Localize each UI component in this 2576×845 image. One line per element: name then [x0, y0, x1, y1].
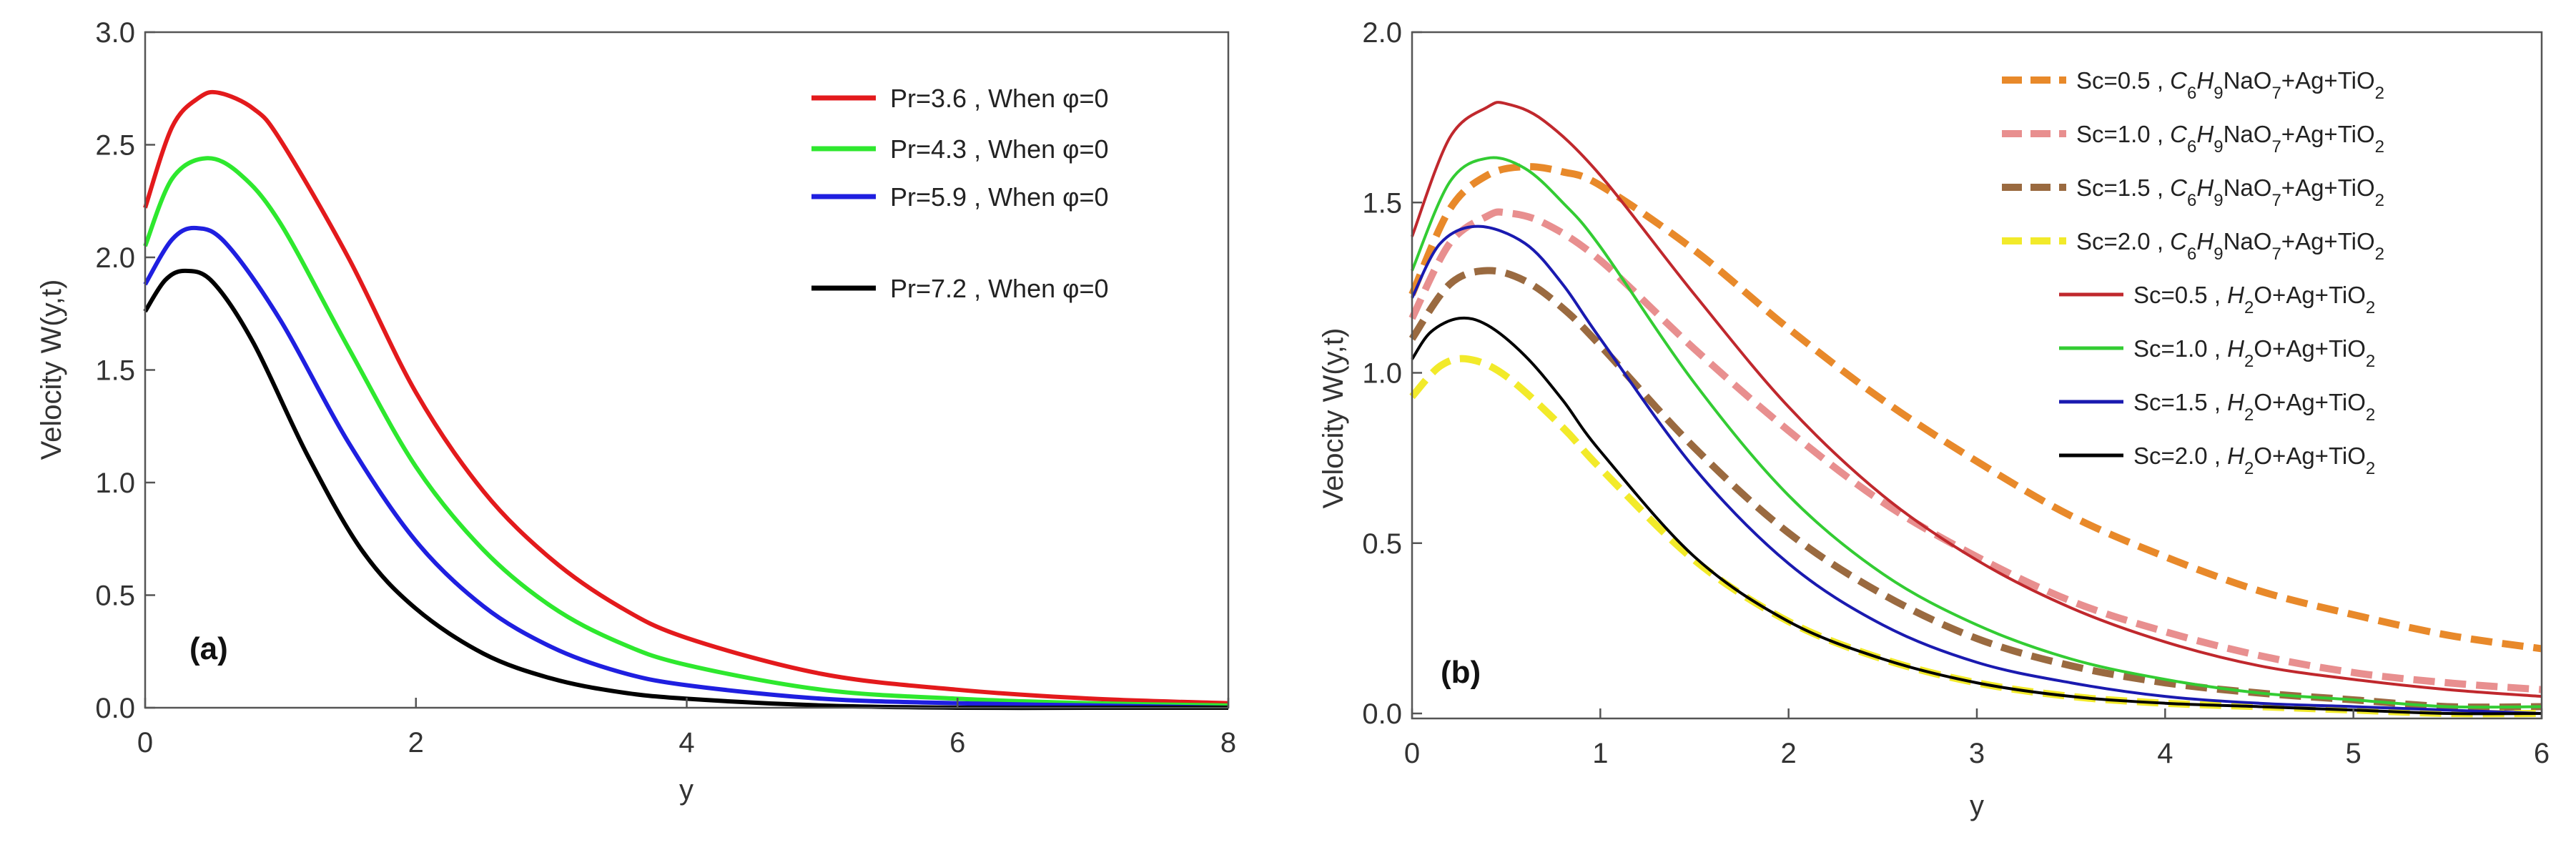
series-line-b-1: [1408, 163, 2542, 653]
y-axis-title-b: Velocity W(y,t): [1318, 328, 1349, 509]
chart-panel-a: 0 2 4 6 8 0.0 0.5 1.0 1.5 2.0 2.5 3.0 y Velocity W(…: [36, 17, 1236, 806]
y-tick-label-b-2: 1.0: [1362, 358, 1402, 390]
y-tick-label-a-0: 0.0: [95, 693, 135, 724]
legend-label-b-1: Sc=0.5 , C6H9NaO7+Ag+TiO2: [2076, 67, 2384, 103]
series-line-b-6: [1411, 156, 2542, 709]
legend-entry-a-3: Pr=5.9 , When φ=0: [811, 182, 1109, 212]
x-tick-label-a-1: 2: [408, 727, 424, 758]
legend-label-b-8: Sc=2.0 , H2O+Ag+TiO2: [2133, 443, 2375, 478]
legend-entry-b-7: Sc=1.5 , H2O+Ag+TiO2: [2059, 389, 2375, 425]
x-tick-label-b-0: 0: [1404, 738, 1420, 769]
series-line-b-8: [1411, 316, 2542, 716]
x-tick-label-b-5: 5: [2346, 738, 2362, 769]
axis-ticks-b: 0 1 2 3 4 5 6 0.0 0.5 1.0 1.5 2.0: [1362, 17, 2550, 769]
legend-label-b-4: Sc=2.0 , C6H9NaO7+Ag+TiO2: [2076, 228, 2384, 264]
legend-b: Sc=0.5 , C6H9NaO7+Ag+TiO2 Sc=1.0 , C6H9Na…: [2002, 67, 2384, 478]
x-tick-label-b-6: 6: [2534, 738, 2550, 769]
legend-a: Pr=3.6 , When φ=0 Pr=4.3 , When φ=0 Pr=5…: [811, 84, 1109, 303]
y-tick-label-a-4: 2.0: [95, 242, 135, 274]
x-tick-label-a-3: 6: [949, 727, 965, 758]
series-line-b-7: [1411, 224, 2542, 715]
x-tick-label-a-0: 0: [137, 727, 153, 758]
x-axis-title-b: y: [1970, 790, 1984, 821]
x-tick-label-a-2: 4: [678, 727, 694, 758]
legend-label-b-3: Sc=1.5 , C6H9NaO7+Ag+TiO2: [2076, 174, 2384, 210]
legend-entry-b-2: Sc=1.0 , C6H9NaO7+Ag+TiO2: [2002, 121, 2384, 157]
legend-label-a-4: Pr=7.2 , When φ=0: [890, 274, 1109, 303]
series-line-a-1: [143, 89, 1229, 706]
legend-entry-b-3: Sc=1.5 , C6H9NaO7+Ag+TiO2: [2002, 174, 2384, 210]
panel-label-b: (b): [1441, 655, 1481, 690]
y-tick-label-b-1: 0.5: [1362, 528, 1402, 560]
legend-entry-a-2: Pr=4.3 , When φ=0: [811, 134, 1109, 164]
x-tick-label-b-2: 2: [1781, 738, 1797, 769]
y-tick-label-a-6: 3.0: [95, 17, 135, 49]
legend-entry-b-5: Sc=0.5 , H2O+Ag+TiO2: [2059, 282, 2375, 317]
legend-entry-b-4: Sc=2.0 , C6H9NaO7+Ag+TiO2: [2002, 228, 2384, 264]
y-tick-label-a-3: 1.5: [95, 355, 135, 387]
series-group-b: [1408, 101, 2542, 718]
legend-entry-a-1: Pr=3.6 , When φ=0: [811, 84, 1109, 113]
series-line-b-5: [1411, 101, 2542, 698]
y-tick-label-b-4: 2.0: [1362, 17, 1402, 49]
panel-label-a: (a): [189, 631, 228, 666]
legend-entry-a-4: Pr=7.2 , When φ=0: [811, 274, 1109, 303]
legend-label-b-2: Sc=1.0 , C6H9NaO7+Ag+TiO2: [2076, 121, 2384, 157]
y-tick-label-a-1: 0.5: [95, 580, 135, 612]
x-tick-label-b-1: 1: [1592, 738, 1608, 769]
legend-entry-b-8: Sc=2.0 , H2O+Ag+TiO2: [2059, 443, 2375, 478]
y-tick-label-b-3: 1.5: [1362, 187, 1402, 219]
x-tick-label-b-4: 4: [2157, 738, 2173, 769]
legend-label-b-7: Sc=1.5 , H2O+Ag+TiO2: [2133, 389, 2375, 425]
legend-label-b-6: Sc=1.0 , H2O+Ag+TiO2: [2133, 335, 2375, 371]
legend-label-b-5: Sc=0.5 , H2O+Ag+TiO2: [2133, 282, 2375, 317]
legend-label-a-3: Pr=5.9 , When φ=0: [890, 182, 1109, 212]
y-tick-label-a-5: 2.5: [95, 130, 135, 162]
y-tick-label-b-0: 0.0: [1362, 698, 1402, 730]
x-tick-label-a-4: 8: [1220, 727, 1236, 758]
legend-entry-b-1: Sc=0.5 , C6H9NaO7+Ag+TiO2: [2002, 67, 2384, 103]
axis-ticks-a: 0 2 4 6 8 0.0 0.5 1.0 1.5 2.0 2.5 3.0: [95, 17, 1236, 758]
legend-entry-b-6: Sc=1.0 , H2O+Ag+TiO2: [2059, 335, 2375, 371]
chart-panel-b: 0 1 2 3 4 5 6 0.0 0.5 1.0 1.5 2.0 y Velocity W(y,t)…: [1318, 17, 2550, 821]
y-tick-label-a-2: 1.0: [95, 468, 135, 499]
legend-label-a-2: Pr=4.3 , When φ=0: [890, 134, 1109, 164]
legend-label-a-1: Pr=3.6 , When φ=0: [890, 84, 1109, 113]
y-axis-title-a: Velocity W(y,t): [36, 280, 67, 460]
x-tick-label-b-3: 3: [1969, 738, 1985, 769]
x-axis-title-a: y: [679, 774, 694, 806]
